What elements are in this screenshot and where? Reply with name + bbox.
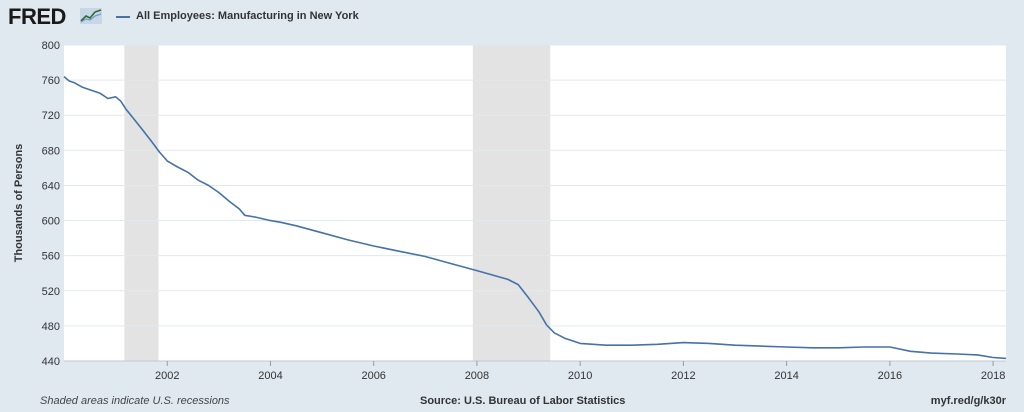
recession-bands — [124, 45, 551, 361]
x-tick-label: 2016 — [878, 370, 902, 382]
y-tick-label: 560 — [42, 251, 60, 263]
legend-swatch — [116, 16, 130, 18]
y-tick-label: 440 — [42, 356, 60, 368]
x-tick-label: 2004 — [258, 370, 282, 382]
x-tick-label: 2012 — [671, 370, 695, 382]
x-tick-label: 2018 — [981, 370, 1005, 382]
x-tick-label: 2014 — [774, 370, 798, 382]
y-tick-label: 520 — [42, 286, 60, 298]
source-credit: Source: U.S. Bureau of Labor Statistics — [420, 395, 626, 407]
recession-note: Shaded areas indicate U.S. recessions — [40, 395, 230, 407]
series-layer — [63, 75, 1007, 360]
x-tick-label: 2002 — [155, 370, 179, 382]
short-url-link[interactable]: myf.red/g/k30r — [930, 395, 1006, 407]
x-tick-label: 2008 — [465, 370, 489, 382]
chart-line-icon — [80, 8, 102, 29]
fred-logo[interactable]: FRED — [8, 4, 66, 29]
recession-band — [472, 45, 551, 361]
recession-band — [124, 45, 159, 361]
x-tick-label: 2006 — [361, 370, 385, 382]
y-axis: 440 480 520 560 600 640 680 720 760 800 — [42, 40, 60, 368]
y-tick-label: 800 — [42, 40, 60, 52]
y-tick-label: 760 — [42, 75, 60, 87]
y-tick-label: 640 — [42, 180, 60, 192]
x-tick-label: 2010 — [568, 370, 592, 382]
y-axis-label: Thousands of Persons — [13, 144, 25, 263]
chart-footer: Shaded areas indicate U.S. recessions So… — [0, 394, 1024, 412]
y-tick-label: 600 — [42, 216, 60, 228]
chart-header: FRED All Employees: Manufacturing in New… — [0, 0, 1024, 34]
y-tick-label: 720 — [42, 110, 60, 122]
legend-series-label: All Employees: Manufacturing in New York — [136, 10, 359, 22]
y-tick-label: 480 — [42, 321, 60, 333]
x-axis: 2002 2004 2006 2008 2010 2012 2014 2016 2018 — [64, 360, 1006, 382]
y-tick-label: 680 — [42, 145, 60, 157]
series-line — [63, 75, 1007, 360]
